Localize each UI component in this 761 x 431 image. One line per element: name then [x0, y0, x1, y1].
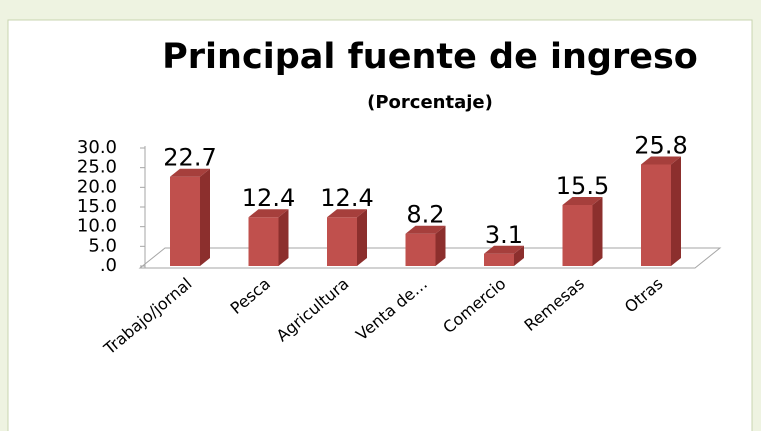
- data-label: 25.8: [634, 132, 687, 160]
- bar-face: [327, 217, 357, 266]
- bar-face: [200, 168, 210, 266]
- bar: [562, 197, 603, 266]
- bar: [484, 245, 524, 266]
- data-label: 3.1: [485, 221, 523, 249]
- bar-face: [562, 205, 593, 266]
- bar: [327, 209, 367, 266]
- y-tick-label: 20.0: [77, 176, 117, 197]
- bar: [405, 225, 446, 266]
- bar-face: [405, 225, 446, 234]
- bar: [641, 156, 681, 266]
- bar-face: [514, 245, 524, 266]
- bar-face: [592, 197, 603, 266]
- bar-face: [435, 225, 446, 266]
- bar-face: [562, 197, 603, 206]
- bar-face: [641, 164, 671, 266]
- data-label: 12.4: [242, 184, 295, 212]
- bar-face: [484, 245, 524, 254]
- bar-face: [357, 209, 367, 266]
- chart-area: [7, 19, 753, 431]
- chart-subtitle: (Porcentaje): [367, 92, 493, 113]
- bar-face: [248, 217, 279, 266]
- y-tick-label: 25.0: [77, 157, 117, 178]
- chart-title: Principal fuente de ingreso: [162, 37, 698, 77]
- bar-face: [671, 156, 681, 266]
- y-tick-label: 15.0: [77, 196, 117, 217]
- bar-face: [327, 209, 367, 218]
- data-label: 8.2: [406, 201, 444, 229]
- y-tick-label: 10.0: [77, 216, 117, 237]
- data-label: 12.4: [320, 184, 373, 212]
- bar: [248, 209, 289, 266]
- bar: [170, 168, 210, 266]
- data-label: 22.7: [163, 144, 216, 172]
- bar-face: [170, 168, 210, 177]
- data-label: 15.5: [556, 172, 609, 200]
- bar-face: [248, 209, 289, 218]
- y-tick-label: 5.0: [88, 235, 117, 256]
- bar-face: [278, 209, 289, 266]
- bar-face: [170, 176, 200, 266]
- bar-face: [405, 233, 436, 266]
- y-tick-label: 30.0: [77, 137, 117, 158]
- bar-face: [641, 156, 681, 165]
- y-tick-label: .0: [100, 255, 117, 276]
- bar-face: [484, 253, 514, 266]
